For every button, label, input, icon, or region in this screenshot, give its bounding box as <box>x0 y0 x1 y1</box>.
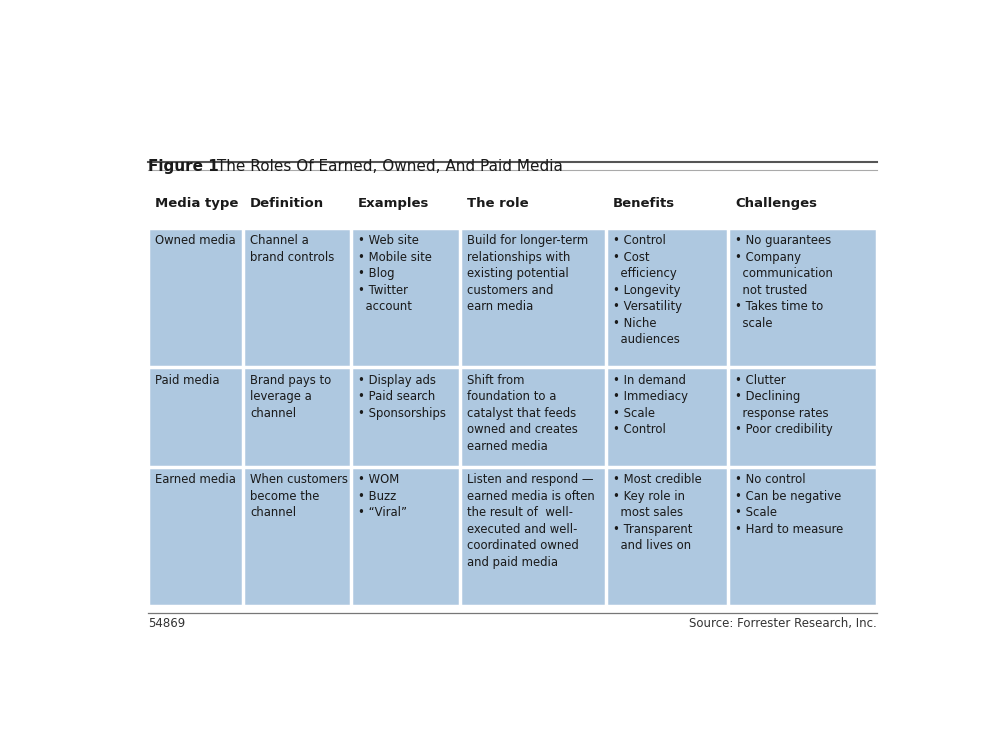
Text: • WOM
• Buzz
• “Viral”: • WOM • Buzz • “Viral” <box>358 473 407 520</box>
Text: Shift from
foundation to a
catalyst that feeds
owned and creates
earned media: Shift from foundation to a catalyst that… <box>467 373 578 453</box>
Text: • Display ads
• Paid search
• Sponsorships: • Display ads • Paid search • Sponsorshi… <box>358 373 446 420</box>
Text: Definition: Definition <box>250 197 324 210</box>
Text: When customers
become the
channel: When customers become the channel <box>250 473 348 520</box>
Text: The Roles Of Earned, Owned, And Paid Media: The Roles Of Earned, Owned, And Paid Med… <box>212 159 563 173</box>
Text: • Web site
• Mobile site
• Blog
• Twitter
  account: • Web site • Mobile site • Blog • Twitte… <box>358 234 432 313</box>
Text: • No guarantees
• Company
  communication
  not trusted
• Takes time to
  scale: • No guarantees • Company communication … <box>735 234 833 330</box>
Text: The role: The role <box>467 197 529 210</box>
Text: 54869: 54869 <box>148 617 186 629</box>
Bar <box>148 467 877 606</box>
Bar <box>148 228 877 367</box>
Text: Earned media: Earned media <box>155 473 236 487</box>
Text: • In demand
• Immediacy
• Scale
• Control: • In demand • Immediacy • Scale • Contro… <box>613 373 688 436</box>
Text: Channel a
brand controls: Channel a brand controls <box>250 234 334 264</box>
Text: • Most credible
• Key role in
  most sales
• Transparent
  and lives on: • Most credible • Key role in most sales… <box>613 473 701 553</box>
Bar <box>148 367 877 467</box>
Text: Listen and respond —
earned media is often
the result of  well-
executed and wel: Listen and respond — earned media is oft… <box>467 473 595 569</box>
Text: Benefits: Benefits <box>613 197 675 210</box>
Text: Brand pays to
leverage a
channel: Brand pays to leverage a channel <box>250 373 331 420</box>
Text: • Clutter
• Declining
  response rates
• Poor credibility: • Clutter • Declining response rates • P… <box>735 373 833 436</box>
Text: • Control
• Cost
  efficiency
• Longevity
• Versatility
• Niche
  audiences: • Control • Cost efficiency • Longevity … <box>613 234 682 346</box>
Text: Source: Forrester Research, Inc.: Source: Forrester Research, Inc. <box>689 617 877 629</box>
Bar <box>148 190 877 228</box>
Text: Examples: Examples <box>358 197 429 210</box>
Text: Challenges: Challenges <box>735 197 817 210</box>
Text: • No control
• Can be negative
• Scale
• Hard to measure: • No control • Can be negative • Scale •… <box>735 473 843 536</box>
Text: Media type: Media type <box>155 197 239 210</box>
Text: Paid media: Paid media <box>155 373 220 387</box>
Text: Figure 1: Figure 1 <box>148 159 219 173</box>
Text: Build for longer-term
relationships with
existing potential
customers and
earn m: Build for longer-term relationships with… <box>467 234 588 313</box>
Text: Owned media: Owned media <box>155 234 236 247</box>
